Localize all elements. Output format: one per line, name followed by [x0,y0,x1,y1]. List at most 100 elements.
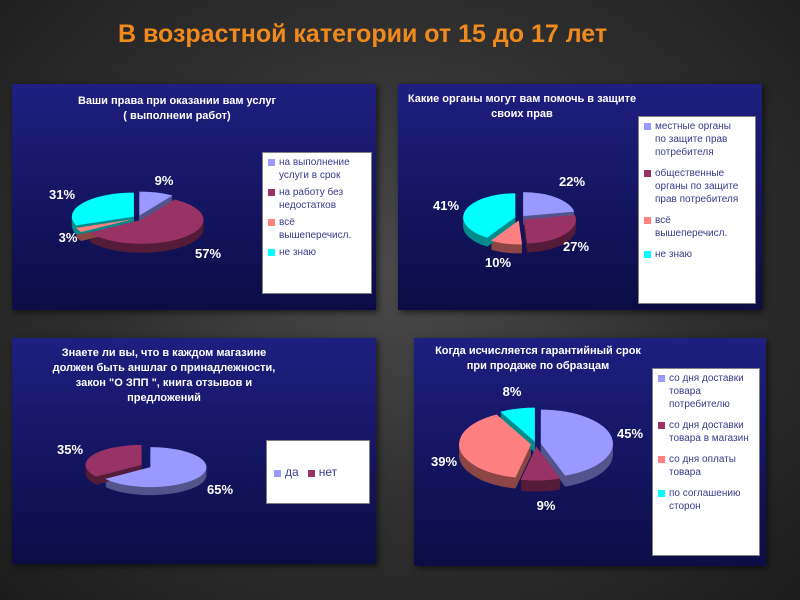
pie-slice [500,407,535,442]
legend-item: на выполнение услуги в срок [265,156,369,182]
chart-legend: со дня доставки товара потребителю со дня д… [652,368,760,556]
chart-panel-store-notice: Знаете ли вы, что в каждом магазине долж… [12,338,376,564]
legend-swatch [268,159,275,166]
legend-label: вышеперечисл. [655,228,728,239]
legend-label: товара в магазин [669,433,749,444]
legend-label: на выполнение [279,157,350,168]
legend-label: на работу без [279,187,344,198]
pie-value-label: 65% [207,482,233,497]
legend-label: прав потребителя [655,194,739,205]
pie-value-label: 35% [57,442,83,457]
legend-item: да [271,464,299,479]
chart-title-line: должен быть аншлаг о принадлежности, [52,362,276,374]
pie-slice [139,191,173,216]
legend-swatch [658,375,665,382]
legend-label: вышеперечисл. [279,230,352,241]
legend-label: по защите прав [655,134,728,145]
pie-value-label: 57% [195,246,221,261]
legend-label: органы по защите [655,181,739,192]
legend-label: недостатков [279,200,337,211]
legend-item: по соглашению сторон [655,487,757,513]
pie-chart: 22% 27% 10% 41% [433,174,589,270]
pie-value-label: 8% [503,384,522,399]
legend-swatch [658,422,665,429]
legend-swatch [658,456,665,463]
legend-label: со дня оплаты [669,454,736,465]
legend-item: на работу без недостатков [265,186,369,212]
pie-value-label: 10% [485,255,511,270]
legend-swatch [644,217,651,224]
pie-value-label: 41% [433,198,459,213]
pie-slice [89,199,204,244]
legend-item: нет [305,464,338,479]
pie-chart: 9% 57% 3% 31% [49,173,221,261]
legend-item: не знаю [641,248,753,261]
legend-swatch [268,249,275,256]
chart-title-line: своих прав [491,108,553,120]
legend-label: всё [279,217,295,228]
legend-swatch [274,469,281,477]
pie-value-label: 9% [155,173,174,188]
pie-value-label: 39% [431,454,457,469]
legend-item: всё вышеперечисл. [265,216,369,242]
chart-title-line: Ваши права при оказании вам услуг [77,95,277,107]
pie-value-label: 3% [59,230,78,245]
legend-item: со дня доставки товара потребителю [655,372,757,411]
legend-item: со дня доставки товара в магазин [655,419,757,445]
chart-legend: да нет [266,440,370,504]
legend-label: со дня доставки [669,373,744,384]
legend-label: общественные [655,168,725,179]
legend-label: со дня доставки [669,420,744,431]
legend-swatch [644,251,651,258]
slide-title: В возрастной категории от 15 до 17 лет [118,20,608,48]
legend-swatch [307,469,315,477]
chart-title: Ваши права при оказании вам услуг ( выпо… [52,94,302,124]
chart-title-line: при продаже по образцам [466,360,610,372]
pie-slice [459,414,532,478]
chart-panel-warranty-start: Когда исчисляется гарантийный срок при п… [414,338,766,566]
legend-swatch [658,490,665,497]
legend-item: со дня оплаты товара [655,453,757,479]
pie-slice [71,192,134,226]
chart-title-line: ( выполнеии работ) [123,110,231,122]
pie-value-label: 45% [617,426,643,441]
pie-slice [85,444,142,477]
chart-panel-protection-bodies: Какие органы могут вам помочь в защите с… [398,84,762,310]
pie-value-label: 22% [559,174,585,189]
chart-title-line: Когда исчисляется гарантийный срок [435,345,641,357]
legend-label: не знаю [279,247,317,258]
pie-slice [75,219,134,232]
pie-slice [105,447,207,488]
legend-label: да [285,464,299,479]
legend-label: не знаю [655,249,693,260]
legend-label: потребителя [655,147,714,158]
legend-item: не знаю [265,246,369,259]
legend-label: товара [669,467,701,478]
pie-value-label: 27% [563,239,589,254]
legend-label: местные органы [655,121,731,132]
chart-title: Знаете ли вы, что в каждом магазине долж… [44,346,284,406]
legend-label: сторон [669,501,701,512]
legend-label: по соглашению [669,488,741,499]
chart-panel-services-rights: Ваши права при оказании вам услуг ( выпо… [12,84,376,310]
pie-value-label: 9% [537,498,556,513]
legend-label: услуги в срок [279,170,341,181]
legend-label: потребителю [669,399,730,410]
legend-label: товара [669,386,701,397]
legend-swatch [644,123,651,130]
legend-swatch [644,170,651,177]
pie-slice [540,409,613,476]
chart-legend: на выполнение услуги в срок на работу без н… [262,152,372,294]
legend-item: всё вышеперечисл. [641,214,753,240]
legend-label: нет [318,464,338,479]
chart-title-line: закон "О ЗПП ", книга отзывов и [75,377,253,389]
legend-item: общественные органы по защите прав потреби… [641,167,753,206]
legend-swatch [268,219,275,226]
pie-slice [520,446,561,481]
legend-item: местные органы по защите прав потребителя [641,120,753,159]
chart-title: Какие органы могут вам помочь в защите с… [402,92,642,122]
chart-legend: местные органы по защите прав потребителя о… [638,116,756,304]
pie-slice [523,192,575,217]
pie-chart: 45% 9% 39% 8% [431,384,643,513]
pie-slice [463,193,516,238]
